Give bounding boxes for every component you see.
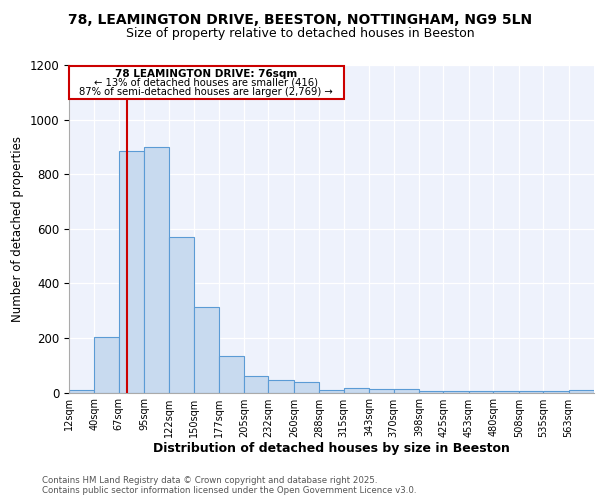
Y-axis label: Number of detached properties: Number of detached properties <box>11 136 24 322</box>
Bar <box>319 390 344 392</box>
Bar <box>69 390 94 392</box>
Bar <box>394 389 419 392</box>
Bar <box>194 306 218 392</box>
Bar <box>294 382 319 392</box>
Bar <box>493 391 519 392</box>
X-axis label: Distribution of detached houses by size in Beeston: Distribution of detached houses by size … <box>153 442 510 456</box>
Bar <box>94 336 119 392</box>
Bar <box>443 391 469 392</box>
Text: 87% of semi-detached houses are larger (2,769) →: 87% of semi-detached houses are larger (… <box>79 86 333 97</box>
Bar <box>169 237 194 392</box>
Bar <box>469 391 493 392</box>
Bar <box>519 391 543 392</box>
Bar <box>218 356 244 393</box>
Text: 78 LEAMINGTON DRIVE: 76sqm: 78 LEAMINGTON DRIVE: 76sqm <box>115 68 298 78</box>
Bar <box>144 147 169 392</box>
Bar <box>543 391 569 392</box>
Text: 78, LEAMINGTON DRIVE, BEESTON, NOTTINGHAM, NG9 5LN: 78, LEAMINGTON DRIVE, BEESTON, NOTTINGHA… <box>68 12 532 26</box>
Text: Contains HM Land Registry data © Crown copyright and database right 2025.
Contai: Contains HM Land Registry data © Crown c… <box>42 476 416 495</box>
Bar <box>69 66 344 99</box>
Bar <box>419 391 443 392</box>
Bar <box>369 389 394 392</box>
Text: Size of property relative to detached houses in Beeston: Size of property relative to detached ho… <box>125 28 475 40</box>
Bar <box>244 376 268 392</box>
Text: ← 13% of detached houses are smaller (416): ← 13% of detached houses are smaller (41… <box>94 78 319 88</box>
Bar <box>344 388 369 392</box>
Bar <box>268 380 294 392</box>
Bar <box>119 151 144 392</box>
Bar <box>569 390 594 392</box>
